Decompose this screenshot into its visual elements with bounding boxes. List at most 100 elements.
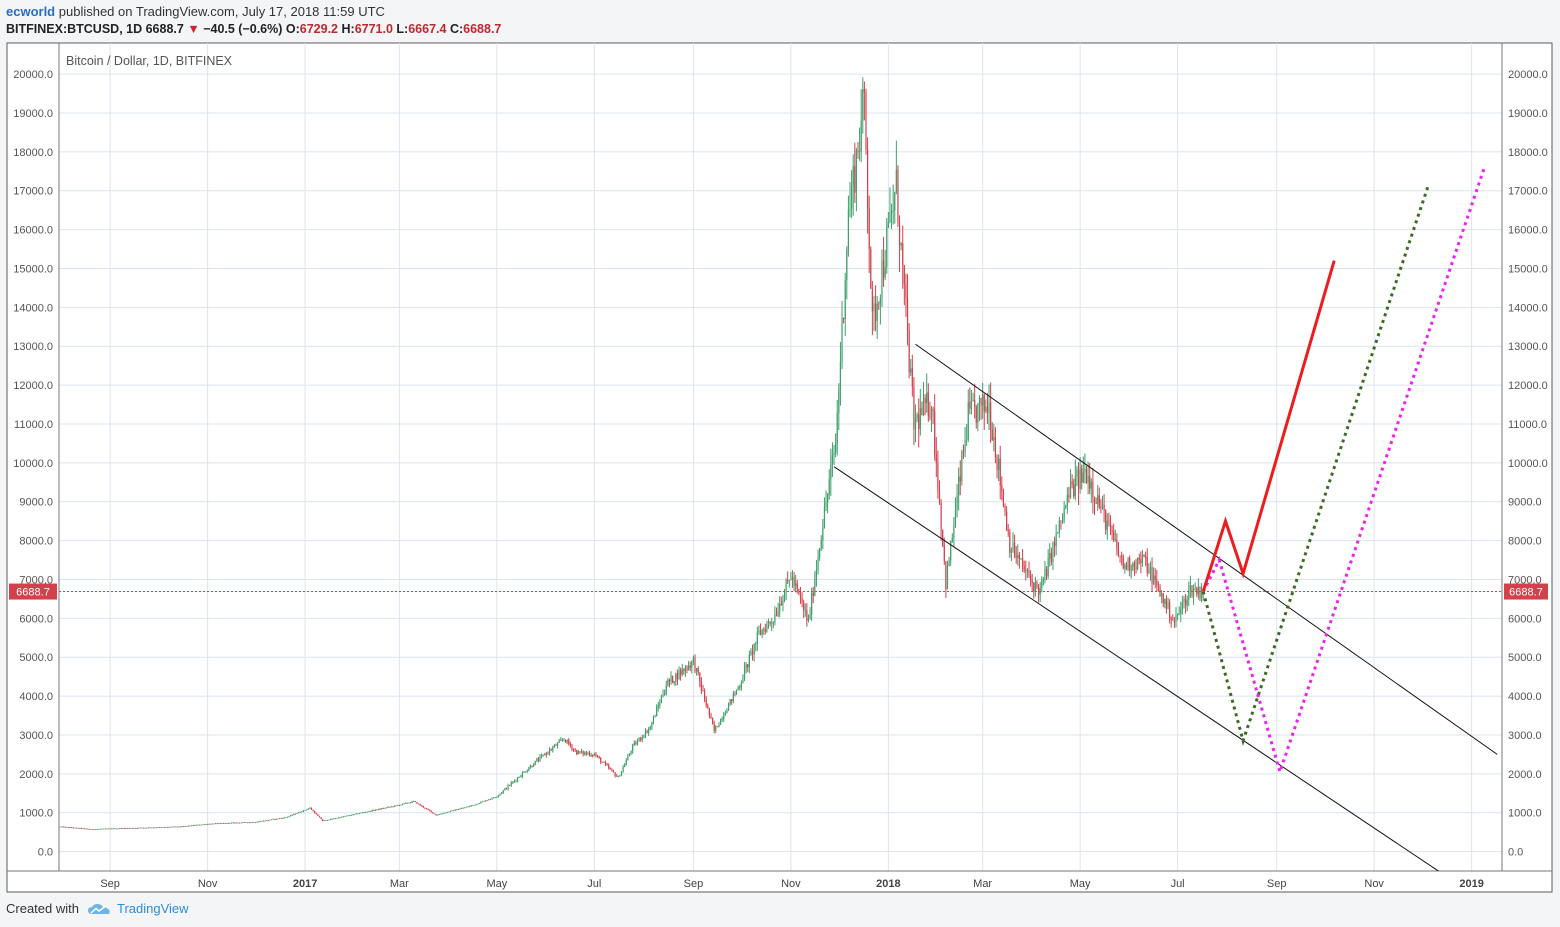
candle-body [1093,497,1096,502]
tradingview-link[interactable]: TradingView [116,901,189,916]
candle-body [171,826,174,828]
candle-body [346,815,348,817]
candle-body [1145,556,1147,558]
candle-body [804,610,806,611]
candle-body [993,437,995,441]
candle-body [892,210,894,212]
price-chart[interactable]: 20000.0 19000.0 18000.0 17000.0 16000.0 15000… [0,40,1560,896]
candle-body [874,303,877,322]
candle-body [791,576,794,580]
candle-body [1111,529,1113,532]
candle-body [489,799,492,800]
candle-body [1018,554,1021,559]
candle-body [250,822,252,824]
candle-body [197,824,199,826]
candle-body [1103,504,1105,511]
candle-body [82,828,84,830]
candle-body [79,828,81,829]
candle-body [435,814,437,816]
candle-body [859,151,861,153]
candle-body [1125,564,1128,570]
x-tick-label: 2018 [876,878,900,890]
candle-body [114,828,116,830]
candle-body [863,89,865,93]
candle-body [491,797,493,800]
candle-body [1068,494,1070,498]
candle-body [1007,530,1009,533]
candle-body [504,788,506,791]
projection-red-solid [1201,260,1336,593]
candle-body [413,801,415,802]
candle-body [1012,542,1014,551]
candle-body [903,265,905,285]
candle-body [277,818,279,820]
y-tick-label: 11000.0 [14,419,53,431]
candle-body [75,827,78,829]
y-tick-label: 12000.0 [13,380,53,392]
candle-body [665,686,667,693]
candle-body [898,223,901,246]
price-scale-left[interactable]: 20000.0 19000.0 18000.0 17000.0 16000.0 15000… [13,69,53,858]
candle-body [572,749,575,751]
candle-body [657,705,659,708]
candle-body [548,749,551,754]
candle-body [211,823,214,825]
candle-body [1127,558,1129,570]
candle-body [520,776,522,778]
candle-body [1050,552,1052,562]
x-tick-label: Sep [1267,878,1287,890]
time-scale[interactable]: Sep Nov 2017 Mar May Jul Sep Nov 2018 Mar May Jul Se… [100,878,1484,890]
candle-body [512,781,514,783]
candle-body [991,429,993,441]
candle-body [584,752,586,755]
candle-body [459,808,461,810]
candle-body [747,664,749,668]
candle-body [1169,602,1171,619]
y-tick-label: 3000.0 [1508,730,1542,742]
candle-body [473,804,476,806]
candle-body [290,815,292,817]
candle-body [929,416,931,418]
candle-body [370,810,372,812]
candle-body [852,166,854,187]
x-tick-label: Sep [100,878,120,890]
candle-body [782,600,784,606]
x-tick-label: Jul [587,878,601,890]
x-tick-label: Mar [390,878,409,890]
candle-body [611,769,613,771]
candle-body [187,825,190,827]
candle-body [763,629,765,631]
candle-body [775,614,778,616]
candle-body [378,809,380,811]
candle-body [381,808,383,810]
candle-body [996,457,998,471]
candle-body [651,722,653,727]
tradingview-cloud-icon[interactable] [87,902,111,916]
candle-body [401,803,404,805]
candle-body [262,820,265,822]
candle-body [1121,555,1123,558]
price-scale-right[interactable]: 20000.0 19000.0 18000.0 17000.0 16000.0 15000… [1508,69,1548,858]
candle-body [675,673,677,682]
candle-body [1101,504,1104,509]
candle-body [1177,614,1179,616]
candle-body [876,303,878,322]
candle-body [812,592,814,596]
y-tick-label: 6000.0 [1508,613,1542,625]
candle-body [699,672,701,682]
candle-body [409,802,412,804]
candle-body [640,738,642,740]
candle-body [617,776,619,778]
author-link[interactable]: ecworld [6,4,56,19]
y-tick-label: 13000.0 [1508,341,1548,353]
candle-body [119,828,121,830]
candle-body [564,739,567,743]
candle-body [727,703,730,711]
candle-body [1079,468,1081,489]
candle-body [358,813,361,815]
candle-body [1074,476,1076,497]
y-tick-label: 17000.0 [13,186,53,198]
candle-body [588,753,591,756]
publish-line: ecworld published on TradingView.com, Ju… [6,4,385,19]
x-tick-label: Mar [973,878,992,890]
